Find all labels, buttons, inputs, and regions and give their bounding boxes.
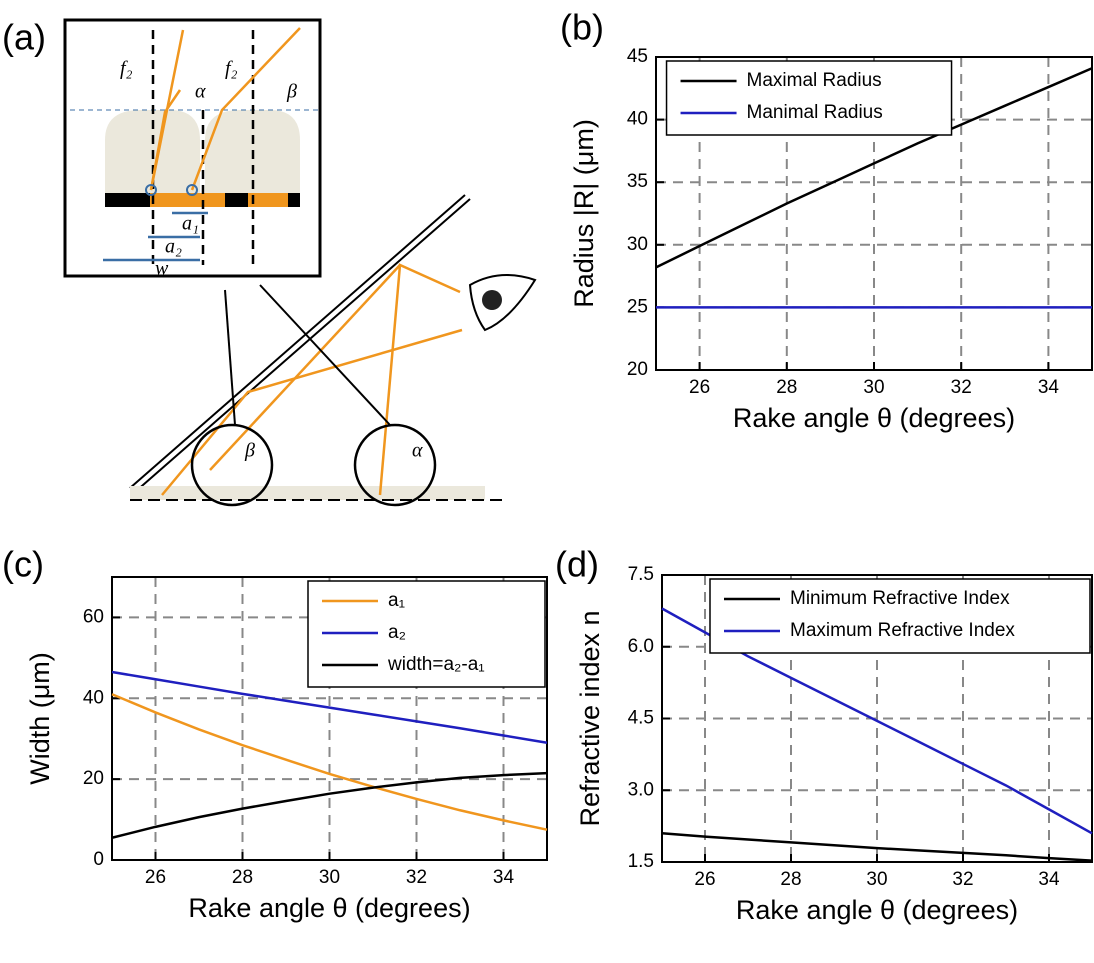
y-axis-label: Radius |R| (μm) <box>569 119 599 308</box>
x-tick-label: 26 <box>145 867 166 888</box>
legend-label: Minimum Refractive Index <box>790 588 1010 609</box>
line <box>655 67 1093 269</box>
label: a₂ <box>165 236 182 258</box>
legend-label: width=a₂-a₁ <box>387 654 485 675</box>
y-tick-label: 35 <box>627 171 648 192</box>
y-tick-label: 0 <box>93 849 104 870</box>
x-tick-label: 28 <box>776 377 797 398</box>
legend-box <box>709 578 1091 654</box>
y-tick-label: 25 <box>627 296 648 317</box>
y-tick-label: 45 <box>627 46 648 67</box>
x-tick-label: 34 <box>493 867 515 888</box>
y-tick-label: 4.5 <box>628 708 654 729</box>
x-tick-label: 32 <box>406 867 427 888</box>
label: w <box>155 258 169 280</box>
x-tick-label: 30 <box>319 867 340 888</box>
x-tick-label: 28 <box>232 867 253 888</box>
label: α <box>195 81 206 103</box>
y-axis-label: Refractive index n <box>575 610 605 826</box>
y-tick-label: 30 <box>627 234 648 255</box>
panel-label: (a) <box>2 17 46 58</box>
x-axis-label: Rake angle θ (degrees) <box>733 403 1015 433</box>
y-tick-label: 7.5 <box>628 564 654 585</box>
pixel <box>248 193 288 207</box>
x-axis-label: Rake angle θ (degrees) <box>736 895 1018 925</box>
label: f₂ <box>120 58 133 80</box>
label: β <box>244 440 255 462</box>
line <box>111 670 548 744</box>
panel-label: (c) <box>2 544 44 585</box>
legend-label: Manimal Radius <box>747 102 883 123</box>
display <box>130 486 485 500</box>
x-tick-label: 30 <box>863 377 884 398</box>
x-axis-label: Rake angle θ (degrees) <box>188 893 470 923</box>
y-tick-label: 40 <box>627 109 648 130</box>
legend-box <box>665 60 953 136</box>
label: α <box>412 440 423 462</box>
legend-label: Maximal Radius <box>747 70 882 91</box>
plot-frame <box>655 56 1093 371</box>
pixel <box>150 193 225 207</box>
label: f₂ <box>225 58 238 80</box>
plot-frame <box>661 574 1093 863</box>
x-tick-label: 32 <box>952 869 973 890</box>
y-tick-label: 6.0 <box>628 636 654 657</box>
label: a₁ <box>182 213 199 235</box>
y-tick-label: 1.5 <box>628 851 654 872</box>
label: β <box>286 81 297 103</box>
x-tick-label: 28 <box>780 869 801 890</box>
legend-label: a₁ <box>388 590 405 611</box>
x-tick-label: 26 <box>694 869 715 890</box>
y-tick-label: 40 <box>83 687 104 708</box>
line <box>661 832 1093 862</box>
x-tick-label: 32 <box>951 377 972 398</box>
x-tick-label: 26 <box>689 377 710 398</box>
y-tick-label: 20 <box>627 359 648 380</box>
line <box>111 771 548 839</box>
diagram: (a) f₂ f₂ α β a₁ a₂ w β α <box>2 17 537 507</box>
legend-label: a₂ <box>388 622 406 643</box>
y-tick-label: 3.0 <box>628 779 654 800</box>
y-tick-label: 20 <box>83 768 104 789</box>
y-tick-label: 60 <box>83 606 104 627</box>
eye <box>468 274 537 332</box>
panel-label: (b) <box>560 7 604 48</box>
line <box>111 693 548 831</box>
x-tick-label: 34 <box>1038 377 1060 398</box>
y-axis-label: Width (μm) <box>25 652 55 785</box>
panel-label: (d) <box>555 544 599 585</box>
x-tick-label: 30 <box>866 869 887 890</box>
x-tick-label: 34 <box>1038 869 1060 890</box>
legend-label: Maximum Refractive Index <box>790 620 1015 641</box>
plot-frame <box>111 576 548 861</box>
